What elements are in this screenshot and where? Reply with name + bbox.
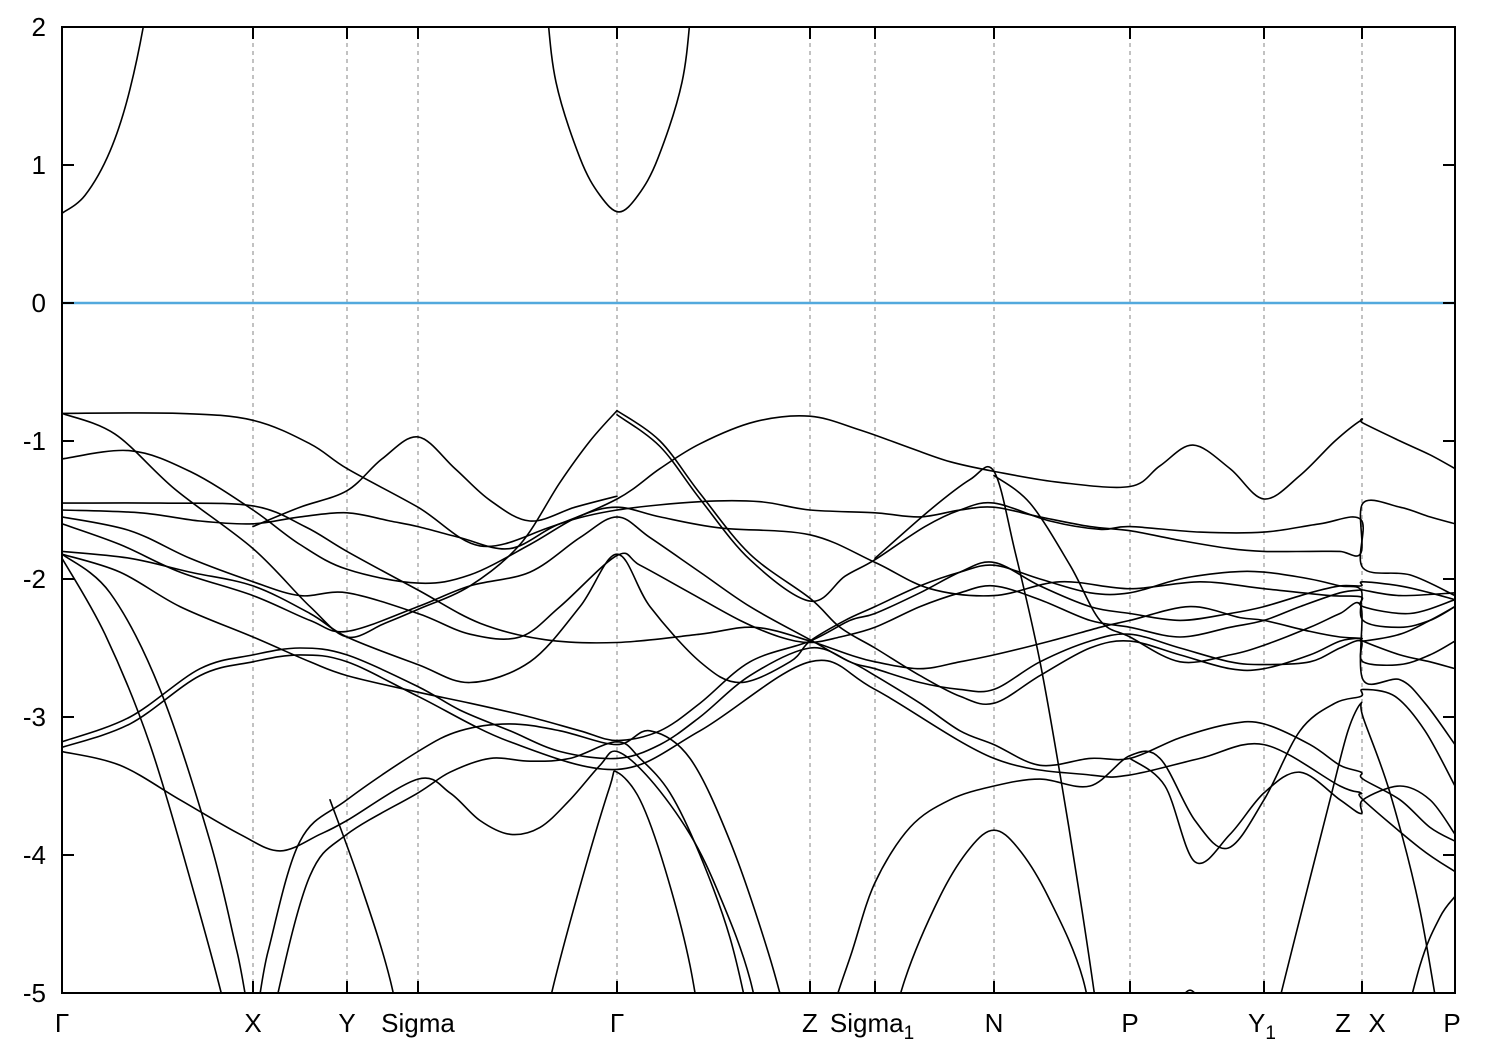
x-axis-kpoint-label: Sigma1 bbox=[830, 1008, 914, 1044]
band-curve bbox=[329, 799, 395, 993]
band-curve bbox=[547, 27, 691, 213]
x-axis-kpoint-label: Y1 bbox=[1248, 1008, 1276, 1044]
band-curve bbox=[62, 449, 1455, 615]
band-curve bbox=[62, 502, 1455, 670]
x-axis-kpoint-label: Γ bbox=[610, 1008, 624, 1038]
y-axis-tick-label: -4 bbox=[23, 840, 46, 870]
band-curve bbox=[62, 646, 1455, 842]
y-axis-tick-label: 0 bbox=[32, 288, 46, 318]
band-curve bbox=[62, 750, 755, 993]
x-axis-kpoint-label: X bbox=[1368, 1008, 1385, 1038]
y-axis-tick-label: -1 bbox=[23, 426, 46, 456]
band-curve bbox=[837, 688, 1455, 993]
band-curve bbox=[62, 550, 1455, 684]
band-curve bbox=[62, 412, 1455, 548]
band-curve bbox=[62, 27, 145, 215]
x-axis-kpoint-label: P bbox=[1121, 1008, 1138, 1038]
y-axis-tick-label: 2 bbox=[32, 12, 46, 42]
x-axis-kpoint-label: Z bbox=[1335, 1008, 1351, 1038]
band-curve bbox=[252, 436, 618, 528]
band-curve bbox=[62, 516, 1455, 644]
band-curve bbox=[62, 499, 1455, 557]
band-curve bbox=[62, 557, 223, 993]
y-axis-labels: 2 1 0 -1 -2 -3 -4 -5 bbox=[23, 12, 46, 1008]
band-curve bbox=[277, 741, 745, 993]
band-curve bbox=[1411, 895, 1455, 993]
y-axis-tick-label: -3 bbox=[23, 702, 46, 732]
band-curve bbox=[62, 553, 1455, 742]
band-curve bbox=[874, 465, 1096, 993]
x-axis-kpoint-label: Γ bbox=[55, 1008, 69, 1038]
y-axis-tick-label: 1 bbox=[32, 150, 46, 180]
band-curve bbox=[62, 553, 781, 993]
x-axis-kpoint-label: X bbox=[244, 1008, 261, 1038]
x-axis-kpoint-label: N bbox=[985, 1008, 1004, 1038]
band-curve bbox=[899, 829, 1088, 993]
axis-ticks bbox=[62, 26, 1455, 994]
band-curve bbox=[1129, 757, 1455, 865]
plot-frame bbox=[61, 26, 1456, 994]
band-curve bbox=[62, 516, 1455, 693]
band-curve bbox=[616, 413, 1455, 602]
band-curve bbox=[993, 474, 1455, 746]
y-axis-tick-label: -5 bbox=[23, 978, 46, 1008]
band-curve bbox=[550, 770, 696, 993]
y-axis-tick-label: -2 bbox=[23, 564, 46, 594]
x-axis-kpoint-label: Sigma bbox=[381, 1008, 455, 1038]
x-axis-labels: Γ X Y Sigma Γ Z Sigma1 N P Y1 Z X P bbox=[55, 1008, 1461, 1044]
band-curve bbox=[62, 409, 618, 639]
band-curves bbox=[62, 27, 1455, 993]
band-curve bbox=[1280, 701, 1436, 993]
band-curve bbox=[1184, 989, 1196, 993]
band-curve bbox=[62, 654, 1455, 873]
x-axis-kpoint-label: Y bbox=[338, 1008, 355, 1038]
plot-border bbox=[61, 26, 1456, 994]
band-curve bbox=[616, 409, 1455, 706]
x-axis-kpoint-label: Z bbox=[802, 1008, 818, 1038]
x-axis-kpoint-label: P bbox=[1443, 1008, 1460, 1038]
